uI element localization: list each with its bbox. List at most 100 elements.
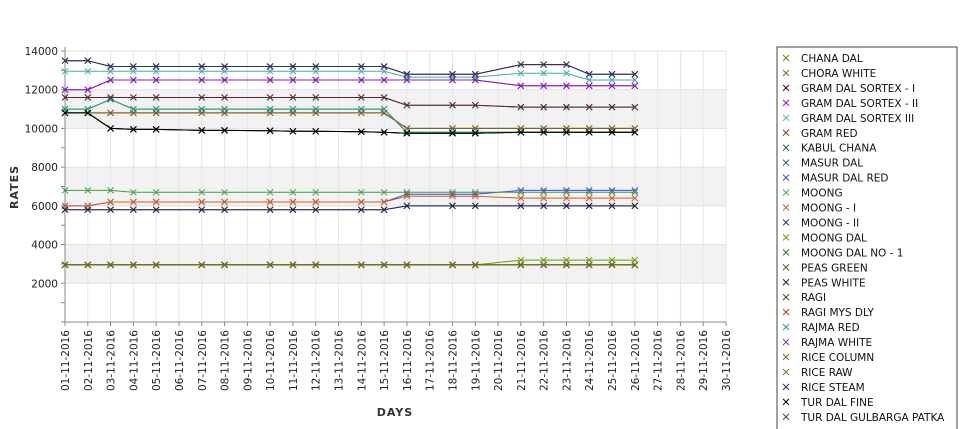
legend-marker [782,308,790,316]
data-point [449,125,456,132]
data-point [221,127,228,134]
x-tick-label: 25-11-2016 [607,330,619,391]
legend-item: CHANA DAL [782,53,863,65]
data-point [221,188,228,196]
plot-background-bands [65,89,726,284]
data-point [84,67,92,75]
data-point [152,67,160,75]
data-point [380,63,388,70]
legend-label: PEAS WHITE [801,277,866,289]
x-tick-label: 23-11-2016 [561,330,573,391]
legend-label: MOONG - II [801,217,859,229]
data-point [152,198,160,206]
data-point [107,187,114,194]
legend-item: MASUR DAL RED [782,173,889,185]
legend-label: CHANA DAL [801,53,863,65]
data-point [266,188,274,196]
data-point [608,194,616,202]
data-point [585,76,593,84]
data-point [403,73,411,81]
x-tick-label: 05-11-2016 [151,330,163,391]
data-point [289,94,297,101]
data-point [61,67,69,75]
data-point [130,261,137,269]
series-23 [61,109,639,137]
y-tick-label: 14000 [25,46,58,58]
data-point [357,109,365,117]
x-tick-label: 21-11-2016 [516,330,528,391]
data-point [471,202,479,210]
data-point [130,67,137,75]
data-point [631,256,639,264]
data-point [517,202,525,210]
legend-label: RAGI MYS DLY [801,307,874,319]
data-point [289,63,297,70]
data-point [540,202,548,210]
data-point [266,67,274,75]
data-point [380,109,388,117]
x-tick-label: 26-11-2016 [630,330,642,391]
data-point [107,67,114,75]
data-point [540,61,548,68]
legend-item: MOONG - II [782,217,859,229]
data-point [585,82,593,90]
data-point [608,261,616,269]
data-point [312,109,320,117]
x-tick-label: 12-11-2016 [311,330,323,391]
data-point [403,70,411,78]
data-point [517,188,525,196]
data-point [563,103,570,111]
data-point [608,128,616,136]
data-point [107,63,114,70]
data-point [403,129,411,137]
legend-marker [782,383,790,391]
data-point [289,198,297,206]
x-tick-label: 04-11-2016 [128,330,140,391]
legend-item: RICE RAW [782,367,853,379]
x-tick-label: 29-11-2016 [698,330,710,391]
legend-marker [782,129,790,137]
legend-item: RAJMA WHITE [782,337,872,349]
data-point [221,198,228,206]
data-point [380,76,388,84]
x-tick-label: 24-11-2016 [584,330,596,391]
data-point [198,206,206,214]
series-lines [61,57,639,269]
data-point [312,94,320,101]
data-point [449,202,456,210]
legend-label: CHORA WHITE [801,68,876,80]
data-point [631,82,639,90]
legend-marker [782,69,790,77]
x-tick-label: 03-11-2016 [106,330,118,391]
data-point [357,206,365,214]
legend-marker [782,338,790,346]
data-point [608,202,616,210]
data-point [84,86,92,94]
data-point [289,127,297,135]
plot-band [65,244,726,284]
series-21 [61,261,639,269]
legend-label: TUR DAL GULBARGA PATKA [800,412,945,424]
data-point [449,101,456,109]
legend-label: PEAS GREEN [801,262,868,274]
series-line [65,70,635,81]
legend-marker [782,293,790,301]
legend-label: MASUR DAL [801,158,863,170]
data-point [152,76,160,84]
series-line [65,79,635,91]
data-point [312,63,320,70]
legend-marker [782,159,790,167]
data-point [61,109,69,117]
data-point [312,188,320,196]
data-point [198,76,206,84]
data-point [540,256,548,264]
data-point [449,261,456,269]
legend-item: RAGI [782,292,826,304]
data-point [198,67,206,75]
legend-item: TUR DAL FINE [782,397,874,409]
series-line [65,79,635,91]
data-point [357,67,365,75]
series-19 [61,76,639,94]
series-line [65,60,635,75]
data-point [563,261,570,269]
